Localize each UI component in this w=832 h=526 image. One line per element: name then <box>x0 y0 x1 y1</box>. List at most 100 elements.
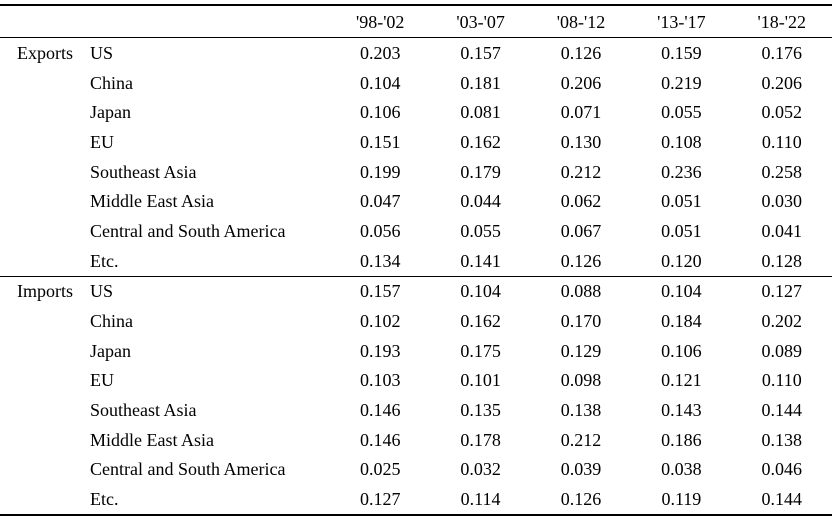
value-cell: 0.127 <box>359 489 401 510</box>
value-cell: 0.162 <box>460 311 501 332</box>
value-cell: 0.044 <box>460 191 501 212</box>
value-cell: 0.055 <box>661 102 702 123</box>
value-cell: 0.120 <box>661 250 702 271</box>
value-cell: 0.206 <box>761 72 803 93</box>
trade-share-table: '98-'02 '03-'07 '08-'12 '13-'17 '18-'22 … <box>0 4 832 516</box>
value-cell: 0.104 <box>430 275 531 307</box>
value-cell: 0.144 <box>761 489 803 510</box>
value-cell: 0.127 <box>731 275 832 307</box>
section-label <box>0 366 90 396</box>
section-label <box>0 336 90 366</box>
value-cell: 0.176 <box>731 36 832 68</box>
section-label: Exports <box>0 36 90 68</box>
value-cell: 0.186 <box>661 429 702 450</box>
region-label: Etc. <box>90 250 119 271</box>
table-header: '98-'02 '03-'07 '08-'12 '13-'17 '18-'22 <box>0 5 832 38</box>
value-cell: 0.081 <box>460 102 501 123</box>
table-row: China 0.104 0.181 0.206 0.219 0.206 <box>0 68 832 98</box>
column-header-period-3: '08-'12 <box>530 5 632 38</box>
table-body: Exports US 0.203 0.157 0.126 0.159 0.176 China 0… <box>0 36 832 516</box>
section-label <box>0 127 90 157</box>
value-cell: 0.157 <box>330 275 431 307</box>
value-cell: 0.128 <box>761 250 803 271</box>
value-cell: 0.126 <box>560 489 602 510</box>
section-label <box>0 216 90 246</box>
region-label: Central and South America <box>90 459 286 480</box>
value-cell: 0.041 <box>761 220 803 241</box>
region-label: Etc. <box>90 489 119 510</box>
header-partner-spacer <box>90 5 330 38</box>
table-row: EU 0.103 0.101 0.098 0.121 0.110 <box>0 366 832 396</box>
value-cell: 0.162 <box>460 131 501 152</box>
value-cell: 0.114 <box>460 489 501 510</box>
value-cell: 0.038 <box>661 459 702 480</box>
value-cell: 0.126 <box>530 36 632 68</box>
region-label: Middle East Asia <box>90 429 214 450</box>
section-label <box>0 157 90 187</box>
value-cell: 0.138 <box>560 400 602 421</box>
table-row: Japan 0.106 0.081 0.071 0.055 0.052 <box>0 97 832 127</box>
value-cell: 0.106 <box>661 340 702 361</box>
value-cell: 0.088 <box>530 275 632 307</box>
section-label <box>0 97 90 127</box>
region-label: US <box>90 275 330 307</box>
section-label <box>0 455 90 485</box>
value-cell: 0.032 <box>460 459 501 480</box>
value-cell: 0.071 <box>560 102 602 123</box>
value-cell: 0.104 <box>631 275 732 307</box>
value-cell: 0.138 <box>761 429 803 450</box>
value-cell: 0.202 <box>761 311 803 332</box>
value-cell: 0.025 <box>359 459 401 480</box>
section-label <box>0 246 90 276</box>
value-cell: 0.151 <box>359 131 401 152</box>
value-cell: 0.184 <box>661 311 702 332</box>
value-cell: 0.178 <box>460 429 501 450</box>
table-row: Southeast Asia 0.199 0.179 0.212 0.236 0.258 <box>0 157 832 187</box>
value-cell: 0.051 <box>661 191 702 212</box>
value-cell: 0.130 <box>560 131 602 152</box>
value-cell: 0.103 <box>359 370 401 391</box>
value-cell: 0.110 <box>761 131 802 152</box>
table-row: China 0.102 0.162 0.170 0.184 0.202 <box>0 306 832 336</box>
section-label <box>0 395 90 425</box>
section-label <box>0 306 90 336</box>
value-cell: 0.181 <box>460 72 501 93</box>
value-cell: 0.175 <box>460 340 501 361</box>
value-cell: 0.159 <box>631 36 732 68</box>
value-cell: 0.056 <box>359 220 401 241</box>
value-cell: 0.144 <box>761 400 803 421</box>
table-row: Etc. 0.127 0.114 0.126 0.119 0.144 <box>0 484 832 515</box>
value-cell: 0.104 <box>359 72 401 93</box>
table-row: Southeast Asia 0.146 0.135 0.138 0.143 0.144 <box>0 395 832 425</box>
value-cell: 0.089 <box>761 340 803 361</box>
region-label: China <box>90 311 133 332</box>
table-row: Etc. 0.134 0.141 0.126 0.120 0.128 <box>0 246 832 276</box>
header-flow-spacer <box>0 5 90 38</box>
column-header-period-4: '13-'17 <box>631 5 732 38</box>
value-cell: 0.135 <box>460 400 501 421</box>
value-cell: 0.055 <box>460 220 501 241</box>
table-row: Central and South America 0.025 0.032 0.039… <box>0 455 832 485</box>
value-cell: 0.047 <box>359 191 401 212</box>
table-row: Middle East Asia 0.047 0.044 0.062 0.051 0.03… <box>0 186 832 216</box>
section-label <box>0 484 90 515</box>
value-cell: 0.108 <box>661 131 702 152</box>
region-label: US <box>90 36 330 68</box>
value-cell: 0.212 <box>560 161 602 182</box>
region-label: China <box>90 72 133 93</box>
column-header-period-1: '98-'02 <box>330 5 431 38</box>
value-cell: 0.102 <box>359 311 401 332</box>
column-header-period-2: '03-'07 <box>430 5 531 38</box>
value-cell: 0.134 <box>359 250 401 271</box>
value-cell: 0.046 <box>761 459 803 480</box>
value-cell: 0.126 <box>560 250 602 271</box>
region-label: Southeast Asia <box>90 161 197 182</box>
value-cell: 0.193 <box>359 340 401 361</box>
value-cell: 0.119 <box>661 489 702 510</box>
value-cell: 0.219 <box>661 72 702 93</box>
value-cell: 0.062 <box>560 191 602 212</box>
value-cell: 0.157 <box>430 36 531 68</box>
section-label <box>0 425 90 455</box>
value-cell: 0.179 <box>460 161 501 182</box>
